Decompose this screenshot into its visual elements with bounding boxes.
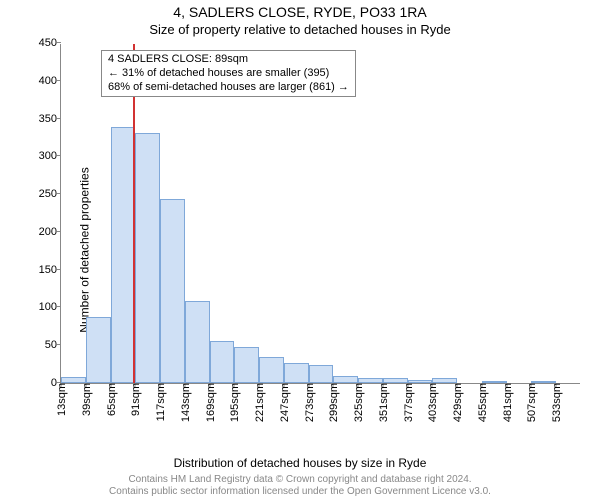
x-tick-label: 91sqm — [128, 383, 142, 416]
histogram-bar — [160, 199, 185, 383]
chart-container: 4, SADLERS CLOSE, RYDE, PO33 1RA Size of… — [0, 0, 600, 500]
y-tick-label: 250 — [39, 188, 61, 200]
x-tick-label: 195sqm — [227, 383, 241, 422]
annotation-line: 4 SADLERS CLOSE: 89sqm — [108, 53, 349, 67]
x-tick-label: 39sqm — [79, 383, 93, 416]
y-tick-mark — [57, 118, 61, 119]
histogram-bar — [135, 133, 160, 383]
y-tick-label: 400 — [39, 75, 61, 87]
x-tick-label: 117sqm — [153, 383, 167, 421]
histogram-bar — [408, 380, 433, 383]
chart-title: 4, SADLERS CLOSE, RYDE, PO33 1RA — [0, 4, 600, 20]
histogram-bar — [482, 381, 507, 383]
y-tick-mark — [57, 155, 61, 156]
chart-subtitle: Size of property relative to detached ho… — [0, 22, 600, 37]
x-tick-label: 169sqm — [203, 383, 217, 422]
histogram-bar — [259, 357, 284, 383]
histogram-bar — [234, 347, 259, 383]
x-tick-label: 455sqm — [475, 383, 489, 422]
footer-line: Contains public sector information licen… — [0, 486, 600, 498]
chart-footer: Contains HM Land Registry data © Crown c… — [0, 474, 600, 498]
y-tick-mark — [57, 269, 61, 270]
y-tick-mark — [57, 193, 61, 194]
x-tick-label: 507sqm — [524, 383, 538, 422]
histogram-bar — [284, 363, 309, 383]
y-tick-mark — [57, 231, 61, 232]
x-axis-label: Distribution of detached houses by size … — [0, 456, 600, 470]
histogram-bar — [210, 341, 235, 383]
y-tick-label: 450 — [39, 37, 61, 49]
histogram-bar — [531, 381, 556, 383]
histogram-bar — [86, 317, 111, 383]
y-tick-label: 150 — [39, 264, 61, 276]
histogram-bar — [309, 365, 334, 383]
x-tick-label: 481sqm — [500, 383, 514, 422]
plot-area: 05010015020025030035040045013sqm39sqm65s… — [60, 44, 580, 384]
x-tick-label: 403sqm — [425, 383, 439, 422]
x-tick-label: 143sqm — [178, 383, 192, 422]
x-tick-label: 533sqm — [549, 383, 563, 422]
y-tick-mark — [57, 344, 61, 345]
y-tick-mark — [57, 306, 61, 307]
x-tick-label: 299sqm — [326, 383, 340, 422]
x-tick-label: 247sqm — [277, 383, 291, 422]
x-tick-label: 65sqm — [104, 383, 118, 416]
y-tick-label: 350 — [39, 113, 61, 125]
y-tick-label: 300 — [39, 150, 61, 162]
x-tick-label: 377sqm — [401, 383, 415, 422]
y-tick-label: 200 — [39, 226, 61, 238]
x-tick-label: 325sqm — [351, 383, 365, 422]
y-tick-label: 50 — [45, 339, 61, 351]
x-tick-label: 273sqm — [302, 383, 316, 422]
y-tick-mark — [57, 42, 61, 43]
y-tick-mark — [57, 80, 61, 81]
footer-line: Contains HM Land Registry data © Crown c… — [0, 474, 600, 486]
annotation-line: ← 31% of detached houses are smaller (39… — [108, 67, 349, 81]
x-tick-label: 221sqm — [252, 383, 266, 422]
histogram-bar — [185, 301, 210, 383]
histogram-bar — [432, 378, 457, 383]
x-tick-label: 13sqm — [54, 383, 68, 416]
x-tick-label: 351sqm — [376, 383, 390, 422]
histogram-bar — [111, 127, 136, 383]
y-tick-label: 100 — [39, 301, 61, 313]
annotation-box: 4 SADLERS CLOSE: 89sqm ← 31% of detached… — [101, 50, 356, 97]
histogram-bar — [358, 378, 383, 383]
annotation-line: 68% of semi-detached houses are larger (… — [108, 81, 349, 95]
histogram-bar — [333, 376, 358, 383]
histogram-bar — [383, 378, 408, 383]
x-tick-label: 429sqm — [450, 383, 464, 422]
histogram-bar — [61, 377, 86, 383]
